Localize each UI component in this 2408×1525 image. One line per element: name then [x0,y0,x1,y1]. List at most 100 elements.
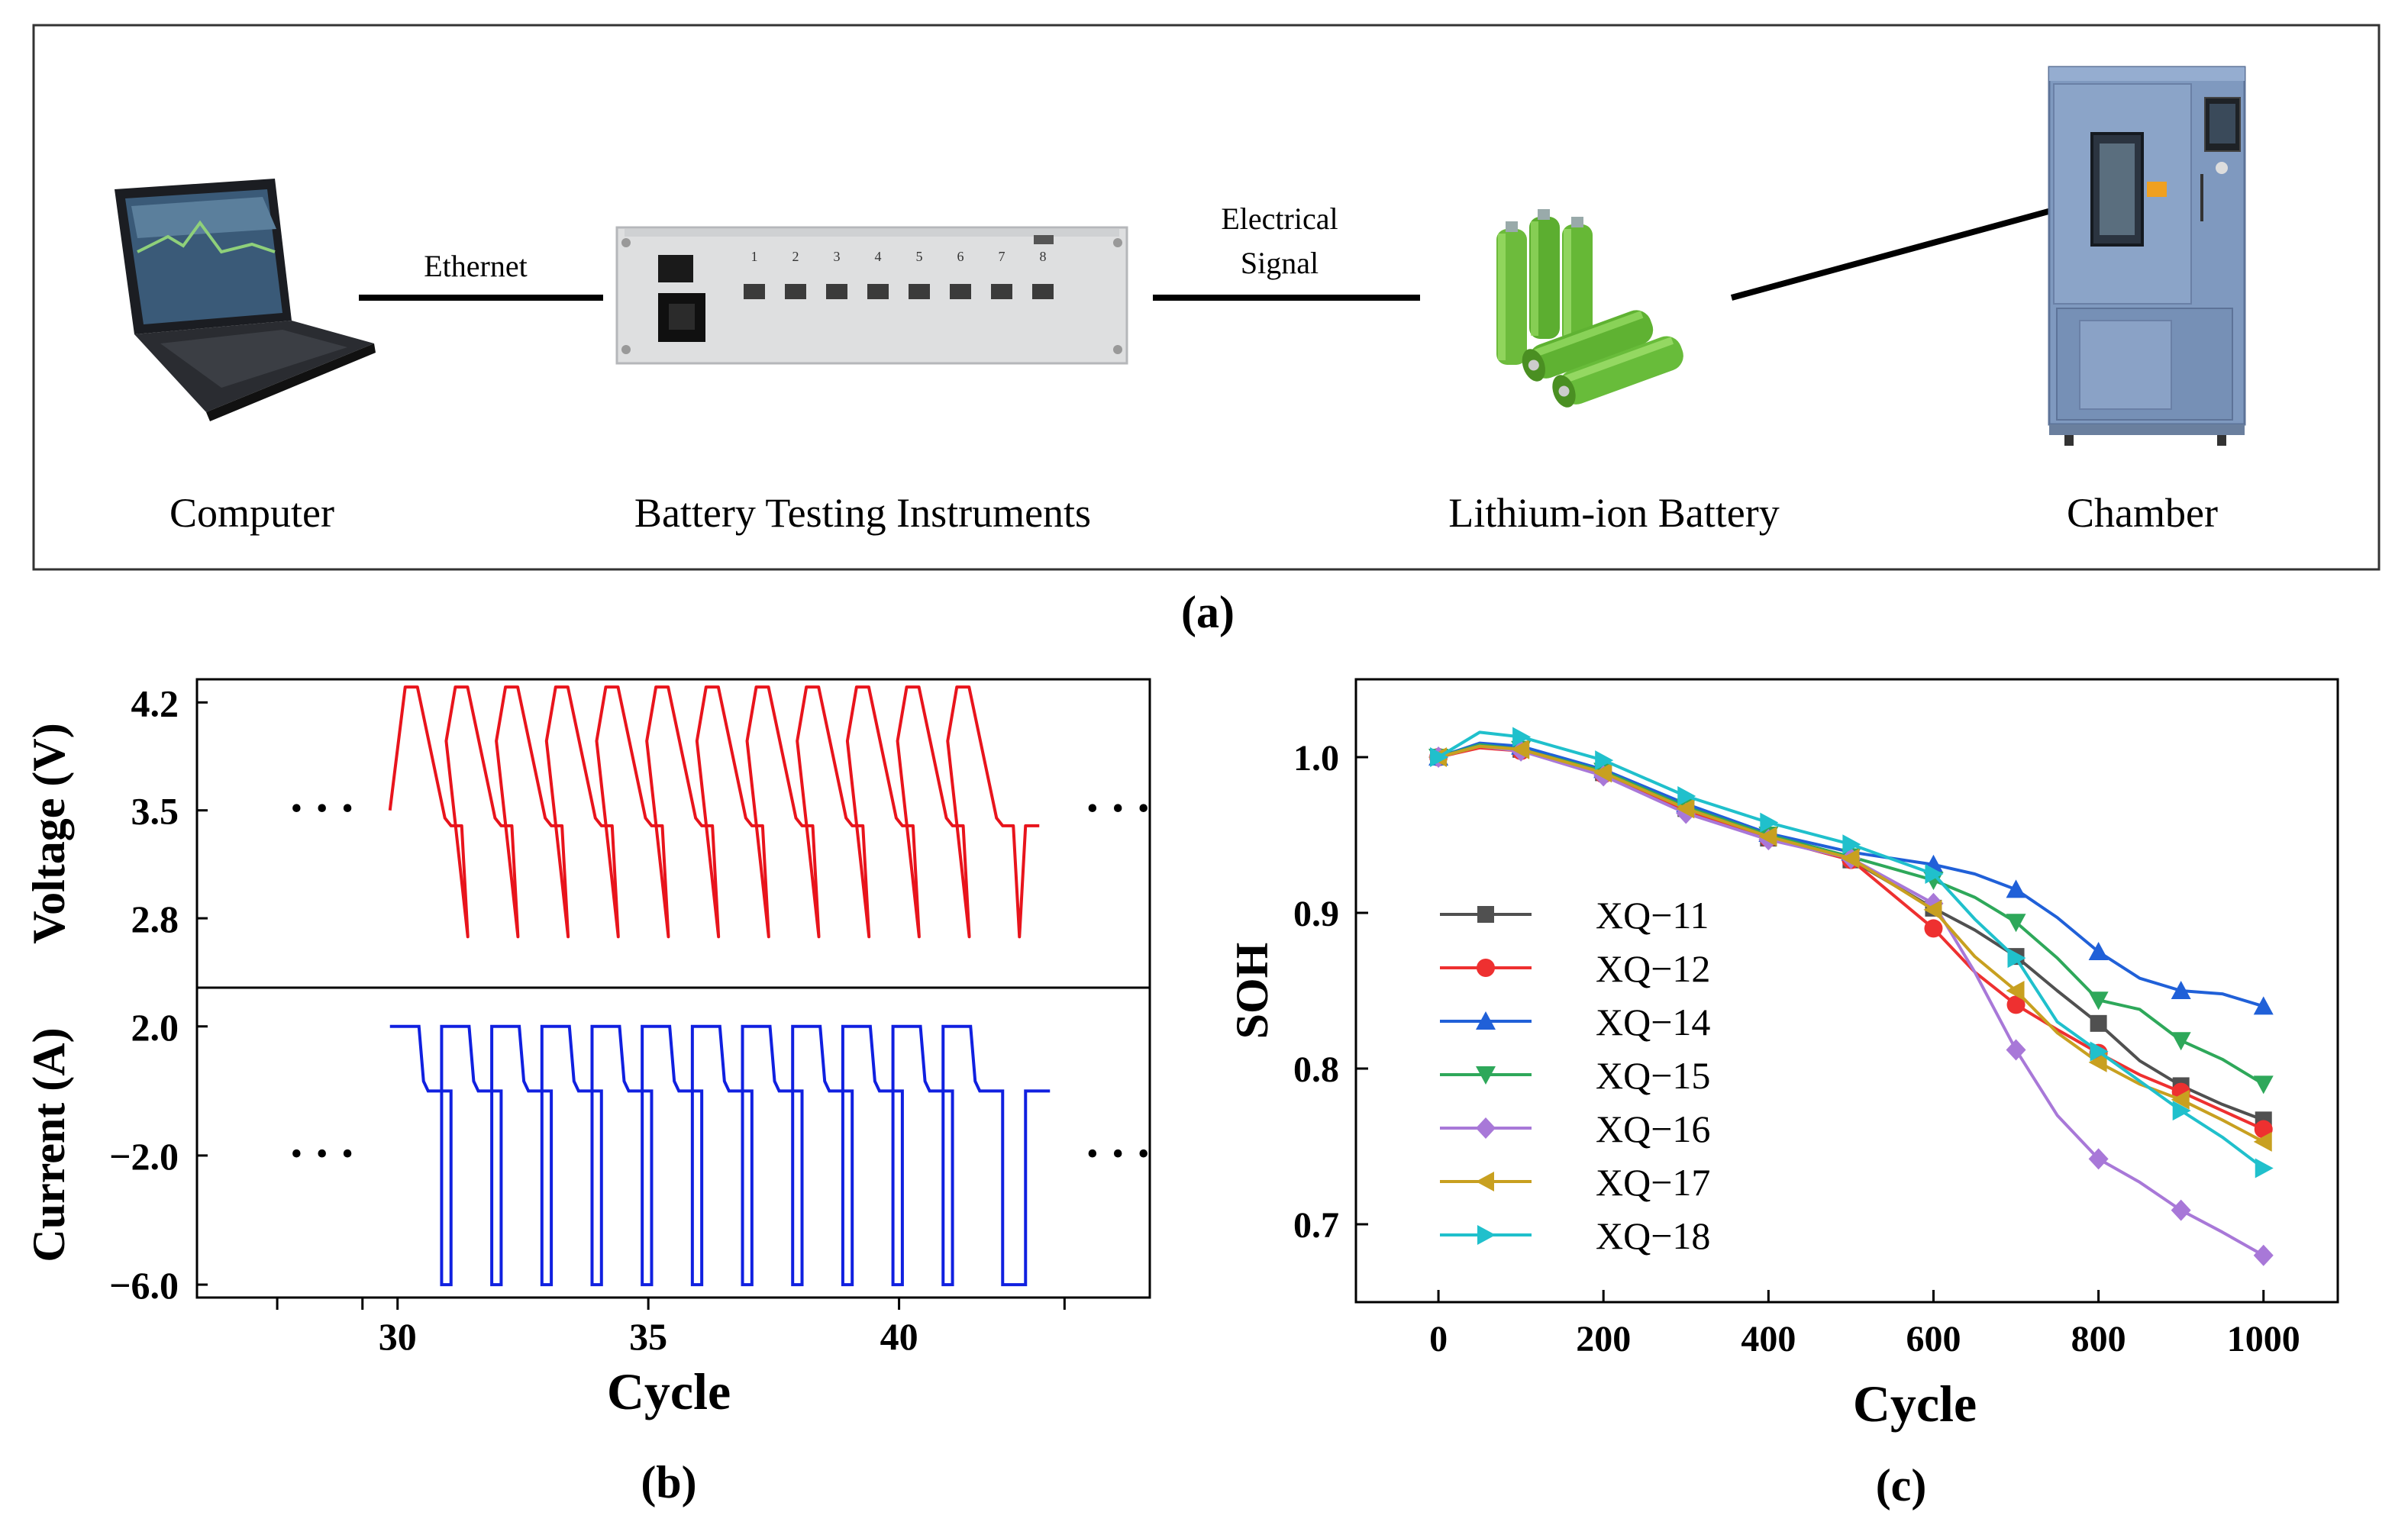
series-line-xq-16 [1438,744,2264,1257]
series-marker-xq-17 [1676,798,1695,819]
cycle-x-tick-label: 40 [880,1315,918,1358]
caption-c: (c) [1876,1460,1927,1510]
series-marker-xq-15 [2171,1032,2191,1051]
laptop-icon [115,179,376,421]
caption-b: (b) [641,1457,696,1507]
channel-number: 4 [875,249,882,264]
soh-y-tick-label: 0.9 [1293,894,1339,934]
series-line-xq-15 [1438,743,2264,1086]
series-marker-xq-16 [2253,1244,2274,1266]
series-marker-xq-18 [1842,834,1861,855]
ethernet-label: Ethernet [424,249,528,283]
series-marker-xq-18 [1595,750,1614,771]
signal-label-line2: Signal [1241,246,1319,280]
series-marker-xq-12 [1924,919,1943,938]
legend-label: XQ−11 [1596,894,1709,937]
series-marker-xq-11 [2090,1014,2107,1032]
caption-a: (a) [1181,587,1235,637]
soh-y-tick-label: 1.0 [1293,738,1339,779]
voltage-trace [388,685,1040,939]
series-marker-xq-14 [2006,879,2026,898]
soh-y-tick-label: 0.8 [1293,1049,1339,1090]
series-marker-xq-17 [2006,981,2025,1001]
series-marker-xq-16 [2006,1039,2026,1061]
channel-number: 2 [792,249,799,264]
ellipsis-mark: ••• [291,1135,367,1172]
series-marker-xq-17 [1593,762,1612,783]
current-axis-title: Current (A) [24,1027,74,1262]
channel-port [867,284,889,299]
ellipsis-mark: ••• [291,790,367,827]
series-line-xq-12 [1438,746,2264,1131]
legend-label: XQ−15 [1596,1054,1710,1097]
series-marker-xq-15 [2088,991,2109,1011]
series-marker-xq-14 [2171,981,2191,999]
ellipsis-mark: ••• [1086,790,1163,827]
channel-port [991,284,1012,299]
battery-cells-icon [1496,209,1683,408]
legend-marker [1477,906,1494,923]
soh-x-tick-label: 1000 [2227,1319,2300,1359]
soh-x-tick-label: 0 [1429,1319,1448,1359]
channel-port [826,284,847,299]
ellipsis-mark: ••• [1086,1135,1163,1172]
series-marker-xq-17 [1758,827,1777,847]
channel-port [785,284,806,299]
series-marker-xq-18 [1760,812,1779,833]
series-marker-xq-17 [1923,899,1942,920]
chamber-label: Chamber [2067,490,2218,536]
series-marker-xq-12 [2006,995,2025,1014]
channel-port [744,284,765,299]
instruments-label: Battery Testing Instruments [634,490,1091,536]
series-marker-xq-15 [2006,914,2026,933]
current-trace [389,1024,1051,1287]
soh-x-tick-label: 800 [2071,1319,2126,1359]
panel-c-x-axis-title: Cycle [1853,1375,1977,1433]
computer-label: Computer [169,490,334,536]
series-marker-xq-18 [1677,786,1696,806]
series-marker-xq-18 [1512,727,1532,747]
series-marker-xq-18 [2255,1158,2274,1178]
battery-tester-icon: 1 2 3 4 5 6 7 8 [615,226,1128,365]
series-line-xq-17 [1438,744,2264,1143]
series-marker-xq-16 [2088,1148,2109,1170]
legend-label: XQ−17 [1596,1161,1710,1204]
panel-b-x-axis-title: Cycle [607,1362,731,1420]
series-marker-xq-17 [2088,1052,2107,1072]
series-line-xq-11 [1438,744,2264,1122]
soh-x-tick-label: 200 [1576,1319,1631,1359]
current-y-tick-label: −2.0 [109,1135,179,1178]
voltage-y-tick-label: 2.8 [131,898,179,940]
soh-x-tick-label: 600 [1906,1319,1961,1359]
series-marker-xq-12 [2254,1120,2273,1139]
panel-c-frame [1354,678,2339,1304]
series-marker-xq-14 [2253,996,2274,1015]
series-marker-xq-17 [1511,739,1530,759]
channel-number: 1 [751,249,758,264]
signal-label-line1: Electrical [1221,202,1338,236]
series-line-xq-18 [1438,730,2264,1170]
legend-label: XQ−16 [1596,1107,1710,1150]
panel-c-chart: 0 200 400 600 800 1000 0.7 0.8 0.9 1.0 XQ−11 XQ−12… [1227,678,2339,1433]
channel-number: 5 [916,249,923,264]
channel-number: 6 [957,249,964,264]
voltage-y-tick-label: 4.2 [131,682,179,724]
series-marker-xq-18 [1925,864,1944,884]
series-marker-xq-16 [2171,1199,2191,1221]
soh-x-tick-label: 400 [1741,1319,1796,1359]
soh-y-tick-label: 0.7 [1293,1205,1339,1246]
voltage-y-tick-label: 3.5 [131,790,179,833]
legend-marker [1476,1117,1496,1139]
series-marker-xq-14 [2088,942,2109,960]
battery-label: Lithium-ion Battery [1448,490,1779,536]
chamber-icon [2048,66,2246,446]
panel-b-chart: 4.2 3.5 2.8 2.0 −2.0 −6.0 30 35 40 ••• ••• ••• ••• V… [24,678,1163,1420]
series-marker-xq-17 [2253,1131,2272,1152]
series-marker-xq-17 [2171,1089,2190,1110]
panel-c-y-axis-title: SOH [1227,943,1277,1040]
legend-marker [1476,1066,1496,1085]
channel-number: 3 [834,249,841,264]
legend-label: XQ−14 [1596,1001,1710,1043]
voltage-axis-title: Voltage (V) [24,723,74,943]
series-marker-xq-18 [2090,1041,2109,1062]
